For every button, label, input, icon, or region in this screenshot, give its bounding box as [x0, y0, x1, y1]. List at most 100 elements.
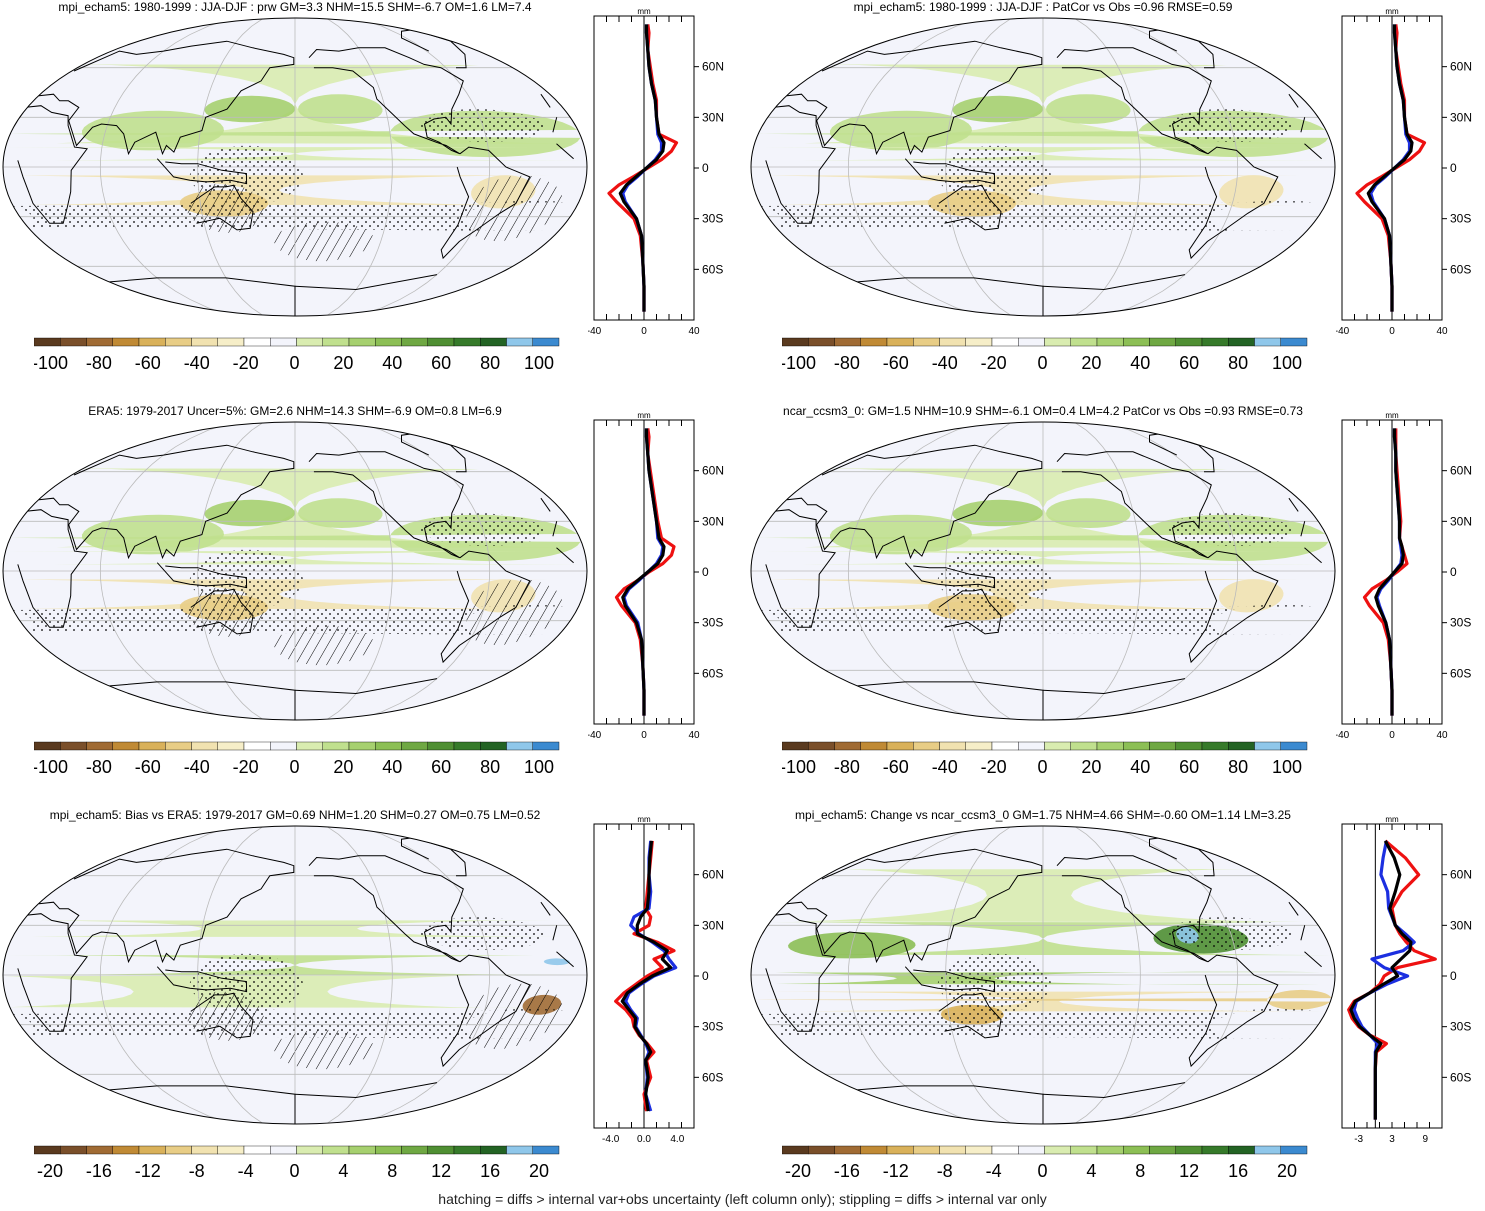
y-tick-label: 30N — [1450, 110, 1472, 124]
colorbar-tick-label: -60 — [883, 353, 909, 373]
colorbar-swatch — [939, 1145, 966, 1155]
coastline-australia — [190, 588, 254, 635]
colorbar-swatch — [427, 337, 455, 347]
colorbar-swatch — [60, 337, 87, 347]
colorbar-swatch — [1070, 741, 1098, 751]
longitude-gridline — [99, 826, 233, 1124]
colorbar-swatch — [217, 1145, 245, 1155]
coastline-samerica — [1188, 146, 1279, 260]
longitude-gridline — [1073, 826, 1141, 1124]
colorbar-tick-label: -80 — [86, 353, 112, 373]
colorbar-swatch — [834, 741, 861, 751]
longitude-gridline — [325, 422, 393, 720]
y-tick-label: 30N — [702, 918, 724, 932]
colorbar-tick-label: -16 — [834, 1161, 860, 1181]
coastline-indonesia — [156, 562, 248, 589]
panel-season-ccsm3: ncar_ccsm3_0: GM=1.5 NHM=10.9 SHM=-6.1 O… — [748, 404, 1485, 804]
colorbar-tick-label: -4 — [986, 1161, 1002, 1181]
coastline-africa — [17, 913, 89, 1032]
colorbar: -100 -80 -60 -40 -20 0 20 40 60 80 100 — [34, 741, 560, 777]
longitude-gridline — [99, 18, 233, 316]
colorbar-swatch — [270, 337, 297, 347]
zonal-unit-label: mm — [637, 412, 651, 420]
colorbar-swatch — [913, 1145, 940, 1155]
colorbar-swatch — [348, 741, 376, 751]
y-tick-label: 30S — [702, 616, 723, 630]
zonal-unit-label: mm — [637, 816, 651, 824]
colorbar-swatch — [86, 1145, 113, 1155]
colorbar-swatch — [532, 1145, 560, 1155]
colorbar-tick-label: -80 — [834, 757, 860, 777]
coastline-namerica — [1056, 451, 1212, 559]
field-shading — [1219, 175, 1284, 209]
coastline-africa — [1304, 951, 1322, 968]
colorbar-swatch — [348, 337, 376, 347]
coastline-antarctica — [294, 274, 438, 291]
x-tick-label: 40 — [688, 730, 700, 741]
colorbar-swatch — [965, 741, 993, 751]
x-tick-label: 0.0 — [637, 1134, 651, 1145]
colorbar-swatch — [375, 741, 402, 751]
colorbar-swatch — [112, 337, 140, 347]
x-tick-label: -40 — [588, 730, 602, 741]
field-shading — [753, 551, 1335, 565]
panel-bias: mpi_echam5: Bias vs ERA5: 1979-2017 GM=0… — [0, 808, 740, 1208]
map-body — [3, 422, 587, 720]
coastline-africa — [552, 117, 558, 133]
colorbar-swatch — [427, 1145, 455, 1155]
figure-footnote: hatching = diffs > internal var+obs unce… — [438, 1191, 1047, 1207]
coastline-australia — [190, 992, 254, 1039]
y-tick-label: 30S — [702, 1020, 723, 1034]
hatching — [465, 579, 563, 645]
zonal-mean-plot: mm 60N 30N 0 30S 60S -40 0 40 — [1336, 8, 1472, 337]
colorbar-tick-label: -60 — [135, 757, 161, 777]
colorbar-tick-label: 0 — [1037, 757, 1047, 777]
colorbar-tick-label: 80 — [480, 353, 500, 373]
coastline-namerica — [308, 855, 464, 963]
colorbar-tick-label: 20 — [1081, 353, 1101, 373]
zonal-mean-plot: mm 60N 30N 0 30S 60S -40 0 40 — [588, 8, 724, 337]
zonal-line-black — [620, 840, 673, 1112]
colorbar-tick-label: 16 — [1228, 1161, 1248, 1181]
coastline-indonesia — [156, 158, 248, 185]
colorbar-swatch — [1228, 1145, 1255, 1155]
map-body — [751, 18, 1335, 316]
coastline-europe_asia — [540, 93, 551, 108]
y-tick-label: 30S — [702, 212, 723, 226]
colorbar-swatch — [243, 741, 271, 751]
colorbar-swatch — [296, 741, 323, 751]
colorbar-swatch — [834, 337, 861, 347]
coastline-samerica — [440, 146, 531, 260]
colorbar: -20 -16 -12 -8 -4 0 4 8 12 16 20 — [782, 1145, 1308, 1181]
zonal-line-black — [618, 24, 666, 312]
x-tick-label: 4.0 — [670, 1134, 684, 1145]
x-tick-label: 0 — [641, 730, 647, 741]
colorbar-tick-label: -20 — [981, 757, 1007, 777]
x-tick-label: 0 — [641, 326, 647, 337]
field-shading — [298, 94, 383, 124]
colorbar-swatch — [1044, 337, 1071, 347]
colorbar-tick-label: 0 — [289, 757, 299, 777]
colorbar-swatch — [401, 337, 428, 347]
coastline-samerica — [1188, 954, 1279, 1068]
colorbar-swatch — [1123, 337, 1150, 347]
hatching — [185, 183, 264, 233]
colorbar-swatch — [808, 741, 835, 751]
field-shading — [1046, 94, 1131, 124]
colorbar-swatch — [782, 337, 809, 347]
colorbar-swatch — [348, 1145, 376, 1155]
panel-season-era5: ERA5: 1979-2017 Uncer=5%: GM=2.6 NHM=14.… — [0, 404, 740, 804]
colorbar-swatch — [1228, 337, 1255, 347]
colorbar-tick-label: 60 — [1179, 757, 1199, 777]
colorbar-swatch — [991, 337, 1019, 347]
colorbar-swatch — [1201, 741, 1229, 751]
colorbar-tick-label: -100 — [34, 757, 68, 777]
colorbar-swatch — [1096, 337, 1124, 347]
coastline-europe_asia — [540, 497, 551, 512]
colorbar-tick-label: -100 — [782, 757, 816, 777]
field-shading — [804, 468, 1332, 548]
map-border — [750, 421, 1336, 721]
x-tick-label: 3 — [1389, 1134, 1395, 1145]
colorbar-tick-label: -20 — [37, 1161, 63, 1181]
colorbar-swatch — [270, 741, 297, 751]
